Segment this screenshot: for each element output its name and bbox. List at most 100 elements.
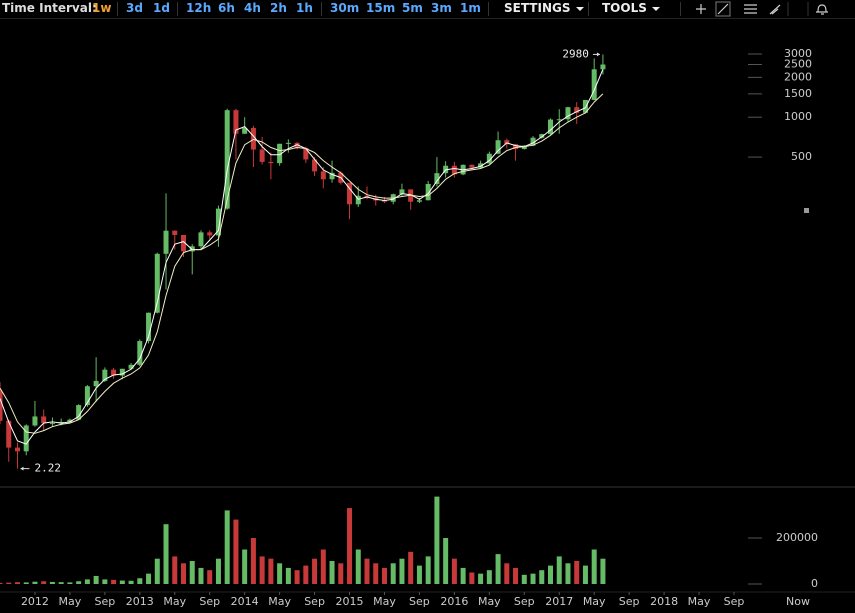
volume-bar (102, 579, 108, 584)
volume-bar (521, 574, 527, 584)
x-tick-label: Sep (304, 595, 325, 608)
interval-button[interactable]: 4h (244, 1, 261, 15)
volume-bar (233, 519, 239, 584)
candle-body (268, 161, 274, 164)
candle-body (285, 142, 291, 144)
volume-tick-label: 200000 (776, 531, 818, 544)
now-button[interactable]: Now (786, 595, 810, 608)
x-tick-label: May (373, 595, 396, 608)
volume-bar (285, 567, 291, 584)
candle-body (32, 416, 38, 426)
interval-button[interactable]: 1m (460, 1, 481, 15)
candle-body (530, 137, 536, 146)
low-annotation: 2.22 (34, 462, 61, 475)
crosshair-icon[interactable] (696, 4, 706, 14)
volume-bar (565, 563, 571, 584)
candle-body (76, 405, 82, 420)
interval-button[interactable]: 30m (330, 1, 360, 15)
alert-icon[interactable] (816, 4, 828, 15)
volume-bar (373, 563, 379, 584)
annotation-arrowhead (596, 52, 600, 57)
volume-bar (154, 558, 160, 584)
candle-body (416, 200, 422, 202)
candle-body (58, 421, 64, 424)
volume-bar (425, 556, 431, 584)
candle-body (539, 134, 545, 138)
volume-bar (6, 582, 12, 584)
volume-bar (58, 582, 64, 584)
volume-bar (172, 556, 178, 584)
volume-bar (294, 570, 300, 584)
volume-bar (312, 558, 318, 584)
volume-bar (0, 582, 3, 584)
volume-bar (513, 567, 519, 584)
x-tick-label: 2017 (545, 595, 573, 608)
candle-body (224, 110, 230, 209)
interval-button[interactable]: 1d (153, 1, 170, 15)
candle-body (259, 149, 265, 162)
line-icon (717, 3, 729, 15)
candle-body (312, 159, 318, 172)
candle-body (215, 208, 221, 236)
candle-body (521, 145, 527, 150)
interval-button[interactable]: 1w (92, 1, 112, 15)
candle-body (172, 230, 178, 235)
candle-body (451, 165, 457, 175)
candle-body (329, 172, 335, 180)
candle-body (242, 127, 248, 134)
volume-bar (215, 558, 221, 584)
x-tick-label: May (478, 595, 501, 608)
candle-body (469, 164, 475, 168)
volume-bar (355, 549, 361, 584)
tools-menu[interactable]: TOOLS (602, 1, 660, 15)
volume-bar (582, 565, 588, 584)
scale-handle[interactable] (804, 208, 809, 213)
interval-button[interactable]: 6h (218, 1, 235, 15)
volume-bar (478, 573, 484, 584)
interval-button[interactable]: 15m (366, 1, 396, 15)
interval-button[interactable]: 3d (126, 1, 143, 15)
volume-bar (137, 578, 143, 584)
draw-icon[interactable] (769, 4, 781, 15)
volume-bar (111, 579, 117, 584)
menu-icon[interactable] (744, 4, 757, 14)
volume-bar (530, 573, 536, 584)
settings-menu[interactable]: SETTINGS (504, 1, 584, 15)
y-tick-label: 1000 (784, 110, 812, 123)
toolbar: Time Interval: 1w 3d 1d 12h 6h 4h 2h 1h … (0, 0, 855, 19)
x-tick-label: Sep (724, 595, 745, 608)
volume-bar (41, 581, 47, 584)
candle-body (277, 143, 283, 164)
volume-bar (268, 558, 274, 584)
volume-bar (600, 558, 606, 584)
interval-button[interactable]: 3m (431, 1, 452, 15)
x-tick-label: 2018 (650, 595, 678, 608)
y-tick-label: 500 (791, 150, 812, 163)
x-tick-label: 2015 (336, 595, 364, 608)
volume-bar (14, 582, 20, 584)
volume-bar (556, 556, 562, 584)
interval-button[interactable]: 5m (402, 1, 423, 15)
volume-bar (128, 580, 134, 584)
x-tick-label: May (583, 595, 606, 608)
candle-body (495, 140, 501, 154)
volume-bar (303, 565, 309, 584)
candle-body (128, 364, 134, 369)
interval-button[interactable]: 1h (296, 1, 313, 15)
volume-bar (198, 567, 204, 584)
x-tick-label: 2013 (126, 595, 154, 608)
line-icon-frame[interactable] (715, 1, 731, 17)
volume-bar (146, 573, 152, 584)
candle-body (6, 420, 12, 448)
interval-button[interactable]: 12h (186, 1, 212, 15)
candle-body (102, 369, 108, 381)
volume-bar (591, 549, 597, 584)
volume-bar (250, 538, 256, 584)
volume-bar (49, 581, 55, 584)
volume-bar (84, 579, 90, 584)
candle-body (556, 119, 562, 121)
interval-button[interactable]: 2h (270, 1, 287, 15)
volume-bar (338, 563, 344, 584)
volume-tick-label: 0 (811, 577, 818, 590)
